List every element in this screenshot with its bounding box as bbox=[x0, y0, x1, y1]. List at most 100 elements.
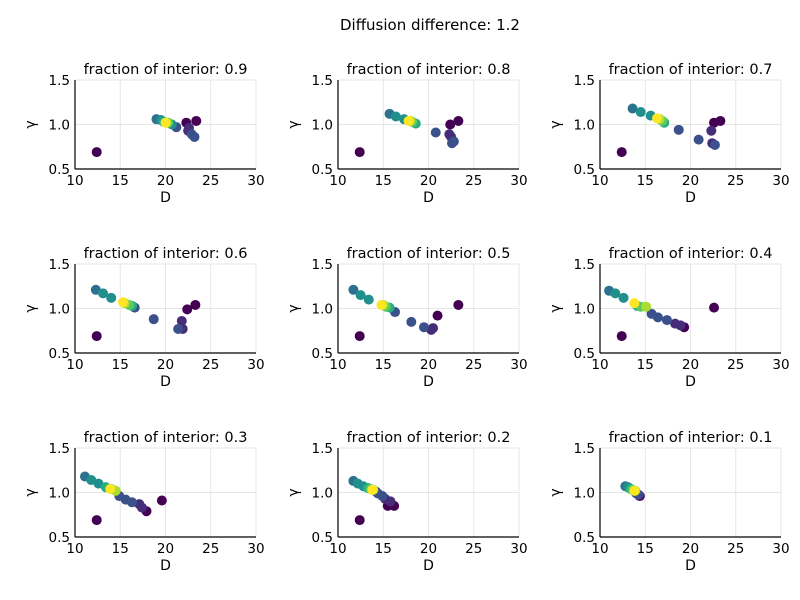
data-point bbox=[445, 119, 456, 130]
y-tick-label: 0.5 bbox=[574, 162, 595, 178]
panel-title: fraction of interior: 0.5 bbox=[347, 246, 511, 262]
data-point bbox=[190, 299, 201, 310]
scatter-panel-8: fraction of interior: 0.2 10 15 20 25 30 0.5 1.… bbox=[286, 430, 528, 574]
scatter-panel-4: fraction of interior: 0.6 10 15 20 25 30 0.5 1.… bbox=[23, 246, 265, 390]
x-tick-label: 25 bbox=[465, 173, 482, 189]
y-tick-label: 1.5 bbox=[49, 441, 70, 457]
data-point bbox=[453, 115, 464, 126]
data-point bbox=[160, 117, 171, 128]
x-tick-label: 30 bbox=[247, 173, 264, 189]
data-point bbox=[182, 304, 193, 315]
data-point bbox=[453, 299, 464, 310]
data-point bbox=[348, 284, 359, 295]
data-point bbox=[367, 484, 378, 495]
data-point bbox=[432, 310, 443, 321]
data-point bbox=[105, 483, 116, 494]
y-axis-label: γ bbox=[23, 488, 39, 496]
x-tick-label: 15 bbox=[375, 541, 392, 557]
y-tick-label: 1.5 bbox=[312, 73, 333, 89]
x-tick-label: 20 bbox=[682, 541, 699, 557]
data-point bbox=[618, 292, 629, 303]
data-point bbox=[616, 331, 627, 342]
scatter-panel-1: fraction of interior: 0.9 10 15 20 25 30 0.5 1.… bbox=[23, 62, 265, 206]
x-tick-label: 20 bbox=[682, 173, 699, 189]
panel-title: fraction of interior: 0.1 bbox=[609, 430, 773, 446]
scatter-panel-6: fraction of interior: 0.4 10 15 20 25 30 0.5 1.… bbox=[548, 246, 790, 390]
data-point bbox=[148, 314, 159, 325]
y-axis-label: γ bbox=[23, 304, 39, 312]
data-point bbox=[91, 331, 102, 342]
data-point bbox=[616, 147, 627, 158]
x-tick-label: 25 bbox=[465, 541, 482, 557]
panel-title: fraction of interior: 0.4 bbox=[609, 246, 773, 262]
x-tick-label: 20 bbox=[420, 173, 437, 189]
data-point bbox=[98, 288, 109, 299]
x-tick-label: 30 bbox=[772, 357, 789, 373]
x-tick-label: 10 bbox=[329, 541, 346, 557]
x-tick-label: 15 bbox=[112, 357, 129, 373]
x-tick-label: 25 bbox=[202, 357, 219, 373]
y-tick-label: 1.5 bbox=[574, 73, 595, 89]
y-tick-label: 1.5 bbox=[574, 257, 595, 273]
scatter-panel-3: fraction of interior: 0.7 10 15 20 25 30 0.5 1.… bbox=[548, 62, 790, 206]
data-point bbox=[670, 318, 681, 329]
x-tick-label: 20 bbox=[157, 173, 174, 189]
y-axis-label: γ bbox=[286, 120, 302, 128]
x-tick-label: 25 bbox=[465, 357, 482, 373]
panel-title: fraction of interior: 0.8 bbox=[347, 62, 511, 78]
data-point bbox=[706, 125, 717, 136]
data-point bbox=[406, 316, 417, 327]
y-tick-label: 0.5 bbox=[312, 162, 333, 178]
data-point bbox=[673, 124, 684, 135]
data-point bbox=[610, 288, 621, 299]
x-axis-label: D bbox=[685, 190, 696, 206]
data-point bbox=[418, 322, 429, 333]
data-point bbox=[156, 495, 167, 506]
x-tick-label: 15 bbox=[112, 541, 129, 557]
y-axis-label: γ bbox=[286, 488, 302, 496]
y-tick-label: 0.5 bbox=[49, 162, 70, 178]
data-point bbox=[91, 147, 102, 158]
y-tick-label: 1.0 bbox=[574, 486, 595, 502]
x-axis-label: D bbox=[423, 190, 434, 206]
data-point bbox=[447, 138, 458, 149]
y-tick-label: 0.5 bbox=[574, 346, 595, 362]
y-tick-label: 1.0 bbox=[49, 302, 70, 318]
data-point bbox=[709, 117, 720, 128]
panel-title: fraction of interior: 0.6 bbox=[84, 246, 248, 262]
x-tick-label: 15 bbox=[375, 357, 392, 373]
y-axis-label: γ bbox=[548, 488, 564, 496]
data-point bbox=[390, 111, 401, 122]
x-axis-label: D bbox=[423, 374, 434, 390]
y-tick-label: 1.0 bbox=[312, 302, 333, 318]
data-point bbox=[189, 131, 200, 142]
panel-title: fraction of interior: 0.2 bbox=[347, 430, 511, 446]
data-point bbox=[117, 297, 128, 308]
panel-title: fraction of interior: 0.3 bbox=[84, 430, 248, 446]
y-axis-label: γ bbox=[286, 304, 302, 312]
x-tick-label: 30 bbox=[510, 357, 527, 373]
x-tick-label: 30 bbox=[772, 541, 789, 557]
data-point bbox=[646, 308, 657, 319]
data-point bbox=[363, 294, 374, 305]
x-tick-label: 10 bbox=[66, 357, 83, 373]
y-tick-label: 1.0 bbox=[312, 486, 333, 502]
data-point bbox=[354, 147, 365, 158]
scatter-panel-9: fraction of interior: 0.1 10 15 20 25 30 0.5 1.… bbox=[548, 430, 790, 574]
y-tick-label: 1.5 bbox=[574, 441, 595, 457]
x-tick-label: 25 bbox=[727, 173, 744, 189]
data-point bbox=[629, 298, 640, 309]
y-tick-label: 1.0 bbox=[49, 486, 70, 502]
x-tick-label: 10 bbox=[66, 541, 83, 557]
x-tick-label: 20 bbox=[420, 357, 437, 373]
y-tick-label: 1.0 bbox=[49, 118, 70, 134]
x-tick-label: 10 bbox=[591, 541, 608, 557]
x-tick-label: 20 bbox=[157, 357, 174, 373]
x-tick-label: 20 bbox=[157, 541, 174, 557]
y-tick-label: 0.5 bbox=[49, 346, 70, 362]
x-tick-label: 10 bbox=[329, 173, 346, 189]
scatter-panel-2: fraction of interior: 0.8 10 15 20 25 30 0.5 1.… bbox=[286, 62, 528, 206]
y-axis-label: γ bbox=[548, 304, 564, 312]
x-axis-label: D bbox=[160, 190, 171, 206]
data-point bbox=[176, 315, 187, 326]
